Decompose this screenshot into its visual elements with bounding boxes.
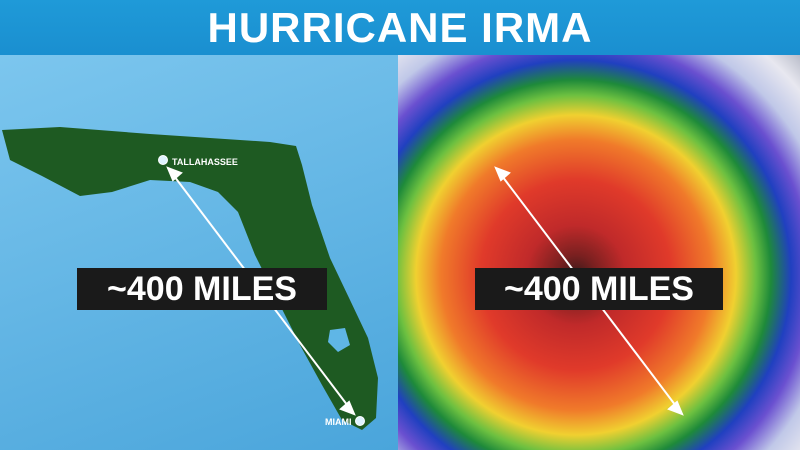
arrow-head-icon [166, 166, 183, 182]
hurricane-distance-label: ~400 MILES [475, 268, 723, 310]
miami-marker [355, 416, 365, 426]
lake-okeechobee [328, 328, 350, 352]
city-label-tallahassee: TALLAHASSEE [172, 157, 238, 167]
page-title: HURRICANE IRMA [207, 3, 593, 51]
florida-shape [2, 127, 378, 430]
header-banner: HURRICANE IRMA [0, 0, 800, 55]
hurricane-satellite-panel [398, 55, 800, 450]
arrow-head-icon [494, 166, 511, 182]
florida-distance-label: ~400 MILES [77, 268, 327, 310]
arrow-head-icon [667, 400, 684, 416]
city-label-miami: MIAMI [325, 417, 352, 427]
tallahassee-marker [158, 155, 168, 165]
arrow-head-icon [339, 400, 356, 416]
